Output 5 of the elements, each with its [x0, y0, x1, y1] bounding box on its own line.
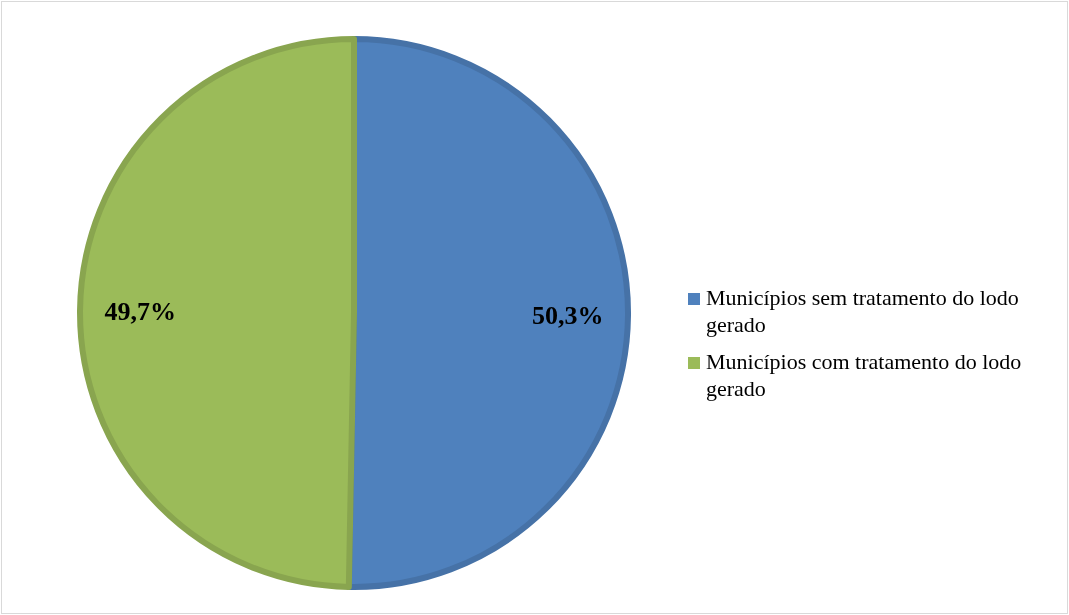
data-label: 50,3% [531, 300, 604, 330]
legend-label: Municípios sem tratamento do lodo gerado [706, 285, 1019, 337]
legend-label: Municípios com tratamento do lodo gerado [706, 349, 1022, 401]
data-label: 49,7% [104, 296, 177, 326]
pie-slice [77, 36, 357, 590]
